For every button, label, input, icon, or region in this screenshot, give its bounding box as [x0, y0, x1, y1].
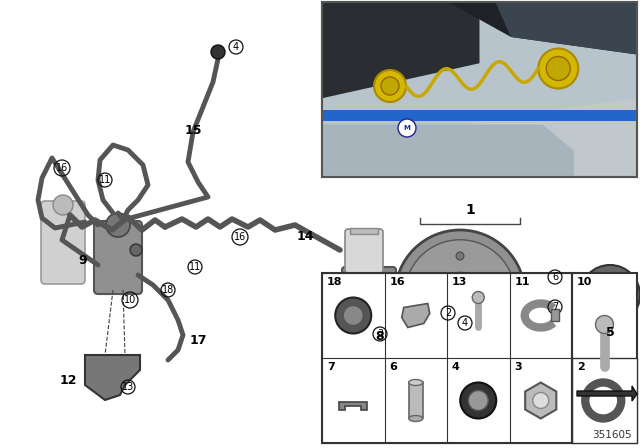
Circle shape: [595, 315, 614, 333]
Circle shape: [601, 282, 611, 292]
Text: M: M: [404, 125, 410, 131]
Polygon shape: [577, 386, 637, 401]
Circle shape: [538, 48, 579, 89]
Circle shape: [456, 252, 464, 260]
Bar: [322, 2, 637, 177]
FancyBboxPatch shape: [41, 201, 85, 284]
Circle shape: [468, 391, 488, 410]
Bar: [551, 310, 559, 322]
Circle shape: [404, 240, 515, 350]
Circle shape: [106, 213, 130, 237]
Circle shape: [532, 392, 548, 409]
Circle shape: [381, 77, 399, 95]
Circle shape: [417, 291, 425, 299]
Polygon shape: [322, 11, 637, 151]
Text: 6: 6: [390, 362, 397, 372]
Circle shape: [211, 45, 225, 59]
FancyBboxPatch shape: [345, 229, 383, 273]
Text: 10: 10: [577, 277, 593, 287]
Text: 14: 14: [296, 231, 314, 244]
Text: 2: 2: [445, 308, 451, 318]
Circle shape: [609, 298, 619, 308]
Text: 8: 8: [376, 331, 384, 344]
Bar: [322, 273, 572, 443]
Text: 18: 18: [327, 277, 342, 287]
Polygon shape: [322, 125, 574, 177]
Text: 1: 1: [465, 203, 475, 217]
FancyBboxPatch shape: [94, 221, 142, 294]
Circle shape: [592, 277, 628, 313]
Text: 4: 4: [462, 318, 468, 328]
Text: 13: 13: [122, 382, 134, 392]
Circle shape: [395, 230, 525, 360]
Circle shape: [580, 265, 640, 325]
Bar: [322, 111, 637, 121]
Polygon shape: [448, 2, 637, 55]
Circle shape: [343, 306, 364, 326]
Circle shape: [374, 70, 406, 102]
Text: 16: 16: [390, 277, 405, 287]
Circle shape: [472, 292, 484, 303]
Bar: [572, 358, 637, 443]
FancyBboxPatch shape: [342, 267, 396, 323]
Text: 15: 15: [184, 124, 202, 137]
Polygon shape: [322, 2, 479, 98]
Text: 351605: 351605: [593, 430, 632, 440]
Bar: [409, 383, 423, 418]
Text: 5: 5: [605, 327, 614, 340]
Circle shape: [456, 330, 464, 338]
Circle shape: [495, 291, 503, 299]
Text: 10: 10: [124, 295, 136, 305]
Text: 4: 4: [452, 362, 460, 372]
Bar: [322, 2, 637, 177]
Text: 4: 4: [233, 42, 239, 52]
Bar: [572, 273, 637, 443]
Text: 16: 16: [56, 163, 68, 173]
Polygon shape: [339, 402, 367, 410]
Text: 11: 11: [515, 277, 530, 287]
Text: 18: 18: [162, 285, 174, 295]
Text: 7: 7: [327, 362, 335, 372]
Text: 17: 17: [189, 333, 207, 346]
Circle shape: [398, 119, 416, 137]
Text: 9: 9: [79, 254, 87, 267]
Polygon shape: [85, 355, 140, 400]
Circle shape: [437, 272, 483, 318]
Text: 11: 11: [99, 175, 111, 185]
Circle shape: [53, 195, 73, 215]
Text: 2: 2: [577, 362, 585, 372]
Polygon shape: [495, 2, 637, 55]
Text: 13: 13: [452, 277, 467, 287]
Text: 12: 12: [60, 374, 77, 387]
Circle shape: [460, 383, 496, 418]
Ellipse shape: [409, 379, 423, 385]
Text: 3: 3: [515, 362, 522, 372]
Circle shape: [335, 297, 371, 333]
Ellipse shape: [409, 415, 423, 422]
Circle shape: [547, 56, 570, 81]
Text: 16: 16: [234, 232, 246, 242]
Circle shape: [130, 244, 142, 256]
Text: 11: 11: [189, 262, 201, 272]
Polygon shape: [400, 325, 420, 347]
Bar: [350, 228, 378, 234]
Text: 7: 7: [552, 302, 558, 312]
Text: 6: 6: [552, 272, 558, 282]
Polygon shape: [402, 303, 429, 327]
Text: 3: 3: [377, 329, 383, 339]
